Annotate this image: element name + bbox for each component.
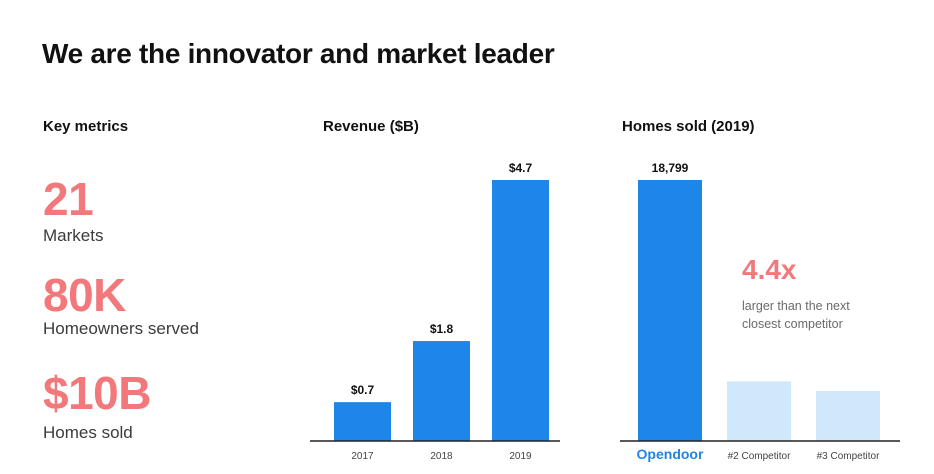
homes-bar-1 [727,381,791,441]
revenue-chart: $0.7 2017 $1.8 2018 $4.7 2019 [310,161,560,462]
homes-sold-chart: 18,799 Opendoor #2 Competitor #3 Competitor [620,161,900,462]
revenue-bar-2 [492,180,549,441]
homes-sold-chart-title: Homes sold (2019) [622,118,755,135]
homes-tick-label-2: #3 Competitor [817,451,880,462]
metric-homeowners-label: Homeowners served [43,319,199,338]
callout-multiplier: 4.4x [742,254,797,285]
revenue-tick-label-2: 2019 [509,451,532,462]
homes-tick-label-0: Opendoor [637,446,704,462]
callout-line-2: closest competitor [742,317,843,331]
key-metrics-heading: Key metrics [43,118,129,135]
metric-markets-label: Markets [43,226,104,245]
revenue-bar-1 [413,341,470,441]
page-title: We are the innovator and market leader [42,38,555,69]
callout-description: larger than the next closest competitor [742,297,892,333]
metric-homes-sold-value: $10B [43,367,151,419]
callout-line-1: larger than the next [742,299,850,313]
revenue-data-label-2: $4.7 [509,161,533,175]
homes-bar-2 [816,391,880,441]
homes-bar-0 [638,180,702,441]
revenue-tick-label-0: 2017 [351,451,374,462]
homes-tick-label-1: #2 Competitor [728,451,791,462]
revenue-tick-label-1: 2018 [430,451,453,462]
homes-data-label-0: 18,799 [652,161,689,175]
revenue-chart-title: Revenue ($B) [323,118,419,135]
revenue-data-label-0: $0.7 [351,383,375,397]
revenue-bar-0 [334,402,391,441]
metric-homes-sold-label: Homes sold [43,423,133,442]
metric-markets-value: 21 [43,173,94,225]
metric-homeowners-value: 80K [43,269,126,321]
revenue-data-label-1: $1.8 [430,322,454,336]
